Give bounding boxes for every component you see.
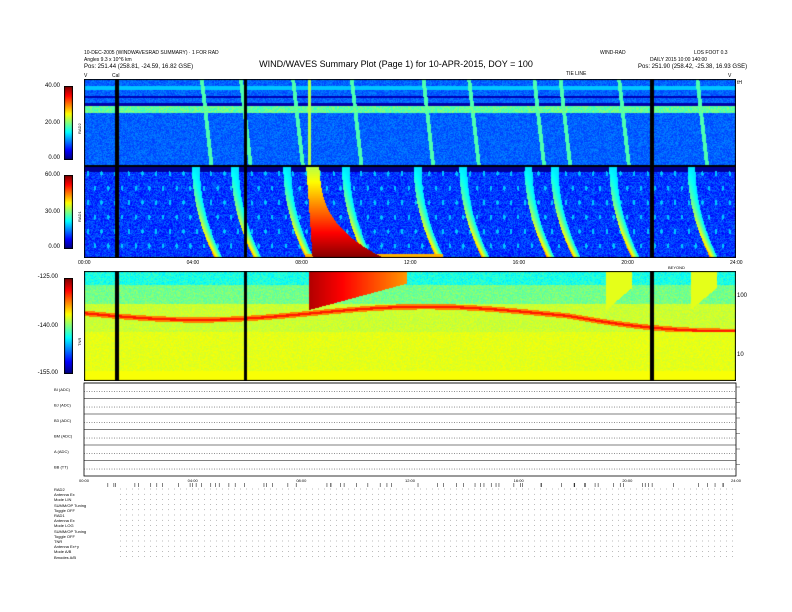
rad1-xtick-label: 04:00 — [186, 260, 200, 266]
rad1-ytick-mid: 30.00 — [44, 209, 60, 215]
tick-caption-cal: Cal — [112, 73, 120, 79]
housekeeping-row-label: BM (ADC) — [54, 434, 73, 439]
housekeeping-row-label: BB (TT) — [54, 465, 69, 470]
footer-line: Mode LIN — [54, 497, 72, 503]
footer-line: TNR — [54, 539, 63, 544]
housekeeping-xtick-label: 12:00 — [405, 478, 416, 483]
housekeeping-row-label: B3 (ADC) — [54, 418, 72, 423]
footer-line: RAD2 — [54, 487, 65, 492]
tnr-spectrogram — [84, 271, 736, 381]
rad2-spectrogram — [84, 79, 736, 166]
footer-line: RAD1 — [54, 513, 65, 518]
tick-caption-right: V — [728, 73, 732, 79]
header-left-line2: Angles 9.3 x 10^6 km — [84, 57, 132, 63]
header-right-top-b: LOS FOOT 0.3 — [694, 50, 728, 56]
tick-caption-right2: tH — [737, 80, 742, 86]
rad1-xtick-label: 08:00 — [295, 260, 308, 266]
rad2-ytick-mid: 20.00 — [44, 120, 60, 126]
rad1-spectrogram — [84, 166, 736, 258]
header-left-line1: 10-DEC-2005 (WINDWAVESRAD SUMMARY) · 1 F… — [84, 50, 219, 56]
footer-line: SUMM/OP Tuning — [54, 502, 87, 508]
tnr-beyond-label: BEYOND — [668, 265, 685, 270]
housekeeping-xtick-label: 20:00 — [622, 478, 633, 483]
tnr-right-tick-10: 10 — [737, 352, 744, 358]
rad2-ytick-top: 40.00 — [44, 83, 60, 89]
rad2-colorbar — [64, 86, 73, 160]
header-right-top-a: WIND-RAD — [600, 50, 626, 56]
rad1-ytick-top: 60.00 — [44, 172, 60, 178]
header-left-line3: Pos: 251.44 (258.81, -24.59, 16.82 GSE) — [84, 64, 194, 70]
tnr-ytick-mid: -140.00 — [37, 323, 58, 329]
rad1-xtick-label: 16:00 — [512, 260, 526, 266]
footer-line: Toggle OFF — [54, 533, 75, 539]
tick-caption-mid: TIE LINE — [566, 71, 587, 77]
rad1-ytick-bottom: 0.00 — [48, 244, 60, 250]
tick-caption-left: V — [84, 73, 88, 79]
footer-line: Antenna Ex+y — [54, 544, 80, 550]
housekeeping-xtick-label: 08:00 — [296, 478, 307, 483]
footer-line: Toggle OFF — [54, 507, 75, 513]
tnr-ytick-top: -125.00 — [37, 274, 58, 280]
tnr-right-tick-100: 100 — [737, 293, 748, 299]
rad1-colorbar — [64, 175, 73, 249]
footer-line: SUMM/OP Tuning — [54, 528, 87, 534]
housekeeping-xtick-label: 24:00 — [731, 478, 742, 483]
rad1-xtick-label: 24:00 — [730, 260, 743, 266]
rad1-xtick-label: 20:00 — [621, 260, 634, 266]
tnr-ytick-bottom: -155.00 — [37, 370, 58, 376]
housekeeping-xtick-label: 00:00 — [79, 478, 90, 483]
footer-line: Antenna Ex — [54, 518, 75, 524]
rad1-xtick-label: 00:00 — [78, 260, 91, 266]
housekeeping-row-label: BI (ADC) — [54, 387, 71, 392]
housekeeping-xtick-label: 04:00 — [188, 478, 199, 483]
housekeeping-row-label: A (ADC) — [54, 449, 69, 454]
footer-line: Mode LOG — [54, 523, 74, 529]
header-right-line1: DAILY 2015 10:00 140:00 — [650, 57, 708, 63]
header-right-line2: Pos: 251.90 (258.42, -25.38, 16.93 GSE) — [638, 64, 748, 70]
page-title: WIND/WAVES Summary Plot (Page 1) for 10-… — [259, 59, 533, 69]
footer-line: Bmodes A/B — [54, 554, 77, 560]
tnr-colorbar — [64, 278, 73, 374]
rad2-ytick-bottom: 0.00 — [48, 155, 60, 161]
rad1-xtick-label: 12:00 — [404, 260, 417, 266]
footer-line: Mode A/B — [54, 549, 72, 555]
housekeeping-xtick-label: 16:00 — [514, 478, 525, 483]
footer-line: Antenna Ex — [54, 492, 75, 498]
housekeeping-row-label: BJ (ADC) — [54, 403, 72, 408]
